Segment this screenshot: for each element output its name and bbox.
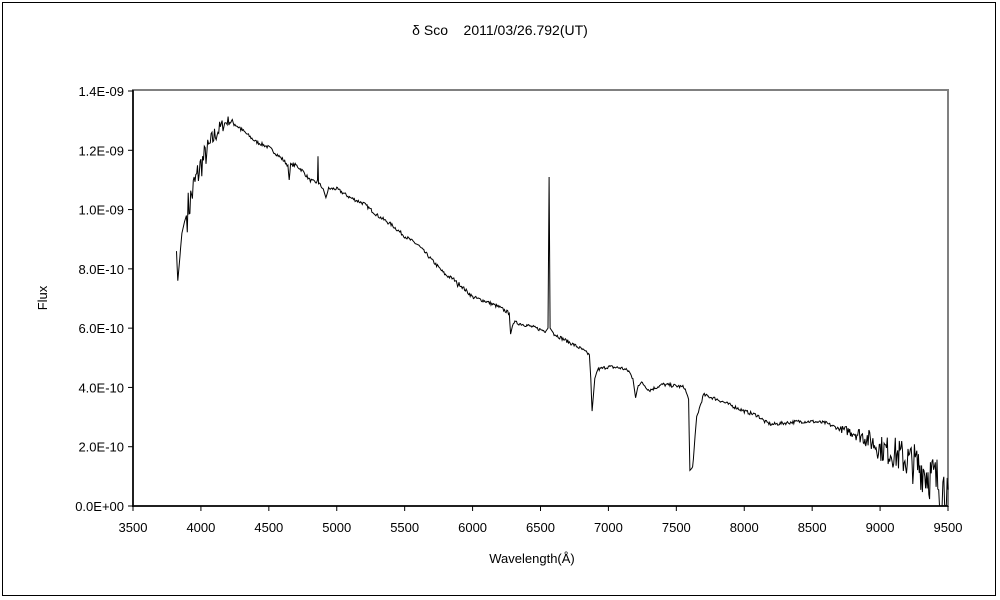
x-tick-label: 4000 [186,520,215,535]
x-tick-label: 7500 [662,520,691,535]
spectrum-line [176,116,949,507]
x-axis-label: Wavelength(Å) [489,551,575,566]
y-tick-label: 8.0E-10 [78,262,124,277]
x-tick-label: 5000 [322,520,351,535]
x-tick-label: 6500 [526,520,555,535]
y-tick-label: 1.4E-09 [78,84,124,99]
y-tick-label: 2.0E-10 [78,440,124,455]
y-tick-label: 6.0E-10 [78,321,124,336]
plot-area [132,89,949,507]
x-tick-label: 9500 [934,520,963,535]
x-tick-label: 3500 [119,520,148,535]
x-tick-label: 5500 [390,520,419,535]
x-tick-label: 9000 [866,520,895,535]
x-tick-label: 7000 [594,520,623,535]
x-tick-label: 4500 [254,520,283,535]
y-tick-label: 1.0E-09 [78,203,124,218]
y-tick-label: 1.2E-09 [78,143,124,158]
x-tick-label: 6000 [458,520,487,535]
y-tick-label: 0.0E+00 [75,499,124,514]
chart-title: δ Sco 2011/03/26.792(UT) [412,22,588,38]
x-tick-label: 8500 [798,520,827,535]
y-tick-label: 4.0E-10 [78,380,124,395]
y-axis-label: Flux [35,285,50,310]
x-tick-label: 8000 [730,520,759,535]
